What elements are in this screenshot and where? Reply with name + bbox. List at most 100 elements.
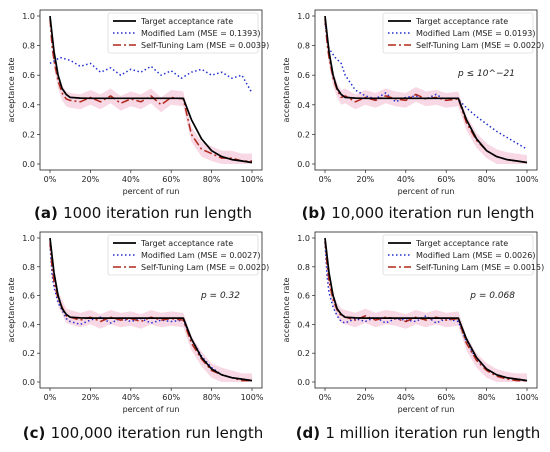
x-axis-label: percent of run [398,405,455,414]
y-tick-label: 0.8 [297,263,310,272]
y-tick-label: 0.6 [22,71,35,80]
x-tick-label: 40% [122,393,140,402]
panel-caption: (c) 100,000 iteration run length [23,424,264,442]
y-axis-label: acceptance rate [7,57,16,122]
x-tick-label: 20% [82,393,100,402]
y-tick-label: 1.0 [297,234,310,243]
y-tick-label: 0.4 [297,101,310,110]
panel-caption: (a) 1000 iteration run length [34,204,252,222]
x-tick-label: 0% [319,175,332,184]
series-line-dotted [49,245,253,382]
legend-entry: Modified Lam (MSE = 0.0193) [416,29,535,38]
chart-panel-4: 0.0 0.2 0.4 0.6 0.8 1.0 0% 20% 40% 60% 80% 100% perc… [282,231,544,442]
x-tick-label: 100% [516,393,539,402]
series-line-solid [49,237,253,382]
x-axis-label: percent of run [398,187,455,196]
legend-entry: Self-Tuning Lam (MSE = 0.0020) [141,263,269,272]
y-tick-label: 0.4 [22,101,35,110]
series-line-dotted [324,23,528,150]
p-value-annotation: p = 0.068 [469,291,515,301]
x-axis-label: percent of run [123,187,180,196]
x-tick-label: 60% [162,175,180,184]
y-tick-label: 0.4 [22,320,35,329]
x-tick-label: 100% [516,175,539,184]
x-tick-label: 100% [241,393,264,402]
y-tick-label: 0.6 [22,292,35,301]
y-axis-label: acceptance rate [282,57,291,122]
y-axis-label: acceptance rate [7,277,16,342]
caption-letter: (c) [23,424,51,442]
caption-text: 100,000 iteration run length [51,424,264,442]
legend-entry: Self-Tuning Lam (MSE = 0.0020) [416,41,544,50]
x-tick-label: 20% [357,393,375,402]
x-tick-label: 40% [397,175,415,184]
x-tick-label: 40% [122,175,140,184]
legend-entry: Self-Tuning Lam (MSE = 0.0015) [416,263,544,272]
legend-entry: Target acceptance rate [140,17,233,26]
legend [382,234,534,276]
caption-text: 1 million iteration run length [325,424,540,442]
series-line-solid [324,237,528,382]
x-axis-label: percent of run [123,405,180,414]
y-tick-label: 0.8 [22,42,35,51]
x-tick-label: 20% [82,175,100,184]
x-tick-label: 20% [357,175,375,184]
x-tick-label: 0% [44,175,57,184]
caption-letter: (b) [302,204,332,222]
y-tick-label: 1.0 [22,234,35,243]
y-tick-label: 0.0 [22,378,35,387]
self-tuning-band [50,238,252,382]
x-tick-label: 80% [478,175,496,184]
chart-panel-2: 0.0 0.2 0.4 0.6 0.8 1.0 0% 20% 40% 60% 80% 100% perc… [282,9,544,222]
x-tick-label: 0% [44,393,57,402]
y-tick-label: 0.2 [22,130,35,139]
y-tick-label: 0.0 [297,160,310,169]
x-tick-label: 0% [319,393,332,402]
legend-entry: Target acceptance rate [140,239,233,248]
x-tick-label: 60% [162,393,180,402]
y-tick-label: 0.2 [297,130,310,139]
x-tick-label: 100% [241,175,264,184]
series-line-dashdot [324,18,528,164]
y-tick-label: 0.8 [22,263,35,272]
x-tick-label: 80% [203,393,221,402]
legend-entry: Self-Tuning Lam (MSE = 0.0039) [141,41,269,50]
x-tick-label: 80% [203,175,221,184]
y-tick-label: 0.2 [22,349,35,358]
chart-panel-1: 0.0 0.2 0.4 0.6 0.8 1.0 0% 20% 40% 60% 80% 100% perc… [7,9,269,222]
caption-text: 10,000 iteration run length [331,204,534,222]
y-axis-label: acceptance rate [282,277,291,342]
y-tick-label: 0.6 [297,292,310,301]
panel-caption: (d) 1 million iteration run length [296,424,541,442]
series-line-dotted [49,56,253,94]
y-tick-label: 0.8 [297,42,310,51]
legend-entry: Target acceptance rate [415,239,508,248]
panel-caption: (b) 10,000 iteration run length [302,204,535,222]
self-tuning-band [325,238,527,382]
legend-entry: Modified Lam (MSE = 0.0026) [416,251,535,260]
series-line-dashdot [49,18,252,162]
y-tick-label: 0.4 [297,320,310,329]
x-tick-label: 40% [397,393,415,402]
caption-text: 1000 iteration run length [63,204,252,222]
x-tick-label: 80% [478,393,496,402]
x-tick-label: 60% [437,393,455,402]
y-tick-label: 0.2 [297,349,310,358]
legend-entry: Target acceptance rate [415,17,508,26]
legend [382,12,534,54]
p-value-annotation: p ≤ 10^−21 [457,69,515,79]
legend [107,12,259,54]
chart-panel-3: 0.0 0.2 0.4 0.6 0.8 1.0 0% 20% 40% 60% 80% 100% perc… [7,231,269,442]
series-line-solid [49,15,253,164]
caption-letter: (d) [296,424,326,442]
y-tick-label: 1.0 [22,12,35,21]
caption-letter: (a) [34,204,63,222]
series-line-solid [324,15,528,164]
legend-entry: Modified Lam (MSE = 0.0027) [141,251,260,260]
legend-entry: Modified Lam (MSE = 0.1393) [141,29,260,38]
y-tick-label: 0.0 [22,160,35,169]
p-value-annotation: p = 0.32 [200,291,240,301]
y-tick-label: 0.0 [297,378,310,387]
legend [107,234,259,276]
